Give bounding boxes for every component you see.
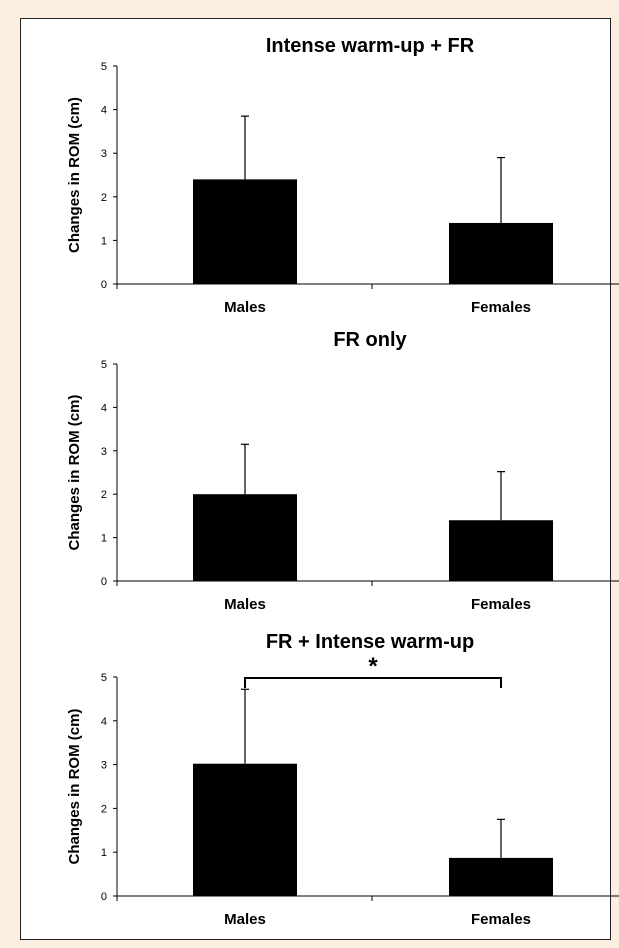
significance-bracket [244, 677, 502, 688]
y-tick-label-2-3: 3 [101, 446, 107, 458]
chart-title-1: Intense warm-up + FR [266, 35, 475, 57]
figure-panel [20, 18, 611, 940]
category-label-1-males: Males [224, 299, 266, 316]
y-tick-label-1-0: 0 [101, 279, 107, 291]
bar-3-males [193, 763, 297, 896]
y-tick-label-3-5: 5 [101, 672, 107, 684]
y-axis-label-3: Changes in ROM (cm) [66, 709, 83, 865]
category-label-2-females: Females [471, 596, 531, 613]
chart-title-2: FR only [333, 329, 407, 351]
bar-3-females [449, 857, 553, 896]
bar-2-males [193, 494, 297, 581]
y-tick-label-3-0: 0 [101, 891, 107, 903]
bar-1-females [449, 222, 553, 284]
y-tick-label-2-1: 1 [101, 533, 107, 545]
y-tick-label-2-4: 4 [101, 402, 107, 414]
y-tick-label-3-2: 2 [101, 803, 107, 815]
bar-2-females [449, 520, 553, 581]
y-axis-label-1: Changes in ROM (cm) [66, 97, 83, 253]
category-label-3-males: Males [224, 911, 266, 928]
y-tick-label-3-4: 4 [101, 716, 107, 728]
bar-1-males [193, 179, 297, 284]
y-tick-label-2-0: 0 [101, 576, 107, 588]
y-tick-label-1-3: 3 [101, 148, 107, 160]
y-tick-label-1-1: 1 [101, 235, 107, 247]
category-label-3-females: Females [471, 911, 531, 928]
y-axis-label-2: Changes in ROM (cm) [66, 395, 83, 551]
chart-title-3: FR + Intense warm-up [266, 631, 474, 653]
significance-star: * [368, 653, 378, 680]
y-tick-label-1-4: 4 [101, 105, 107, 117]
y-tick-label-1-2: 2 [101, 192, 107, 204]
y-tick-label-2-2: 2 [101, 489, 107, 501]
category-label-1-females: Females [471, 299, 531, 316]
y-tick-label-1-5: 5 [101, 61, 107, 73]
category-label-2-males: Males [224, 596, 266, 613]
y-tick-label-3-1: 1 [101, 847, 107, 859]
y-tick-label-2-5: 5 [101, 359, 107, 371]
y-tick-label-3-3: 3 [101, 760, 107, 772]
